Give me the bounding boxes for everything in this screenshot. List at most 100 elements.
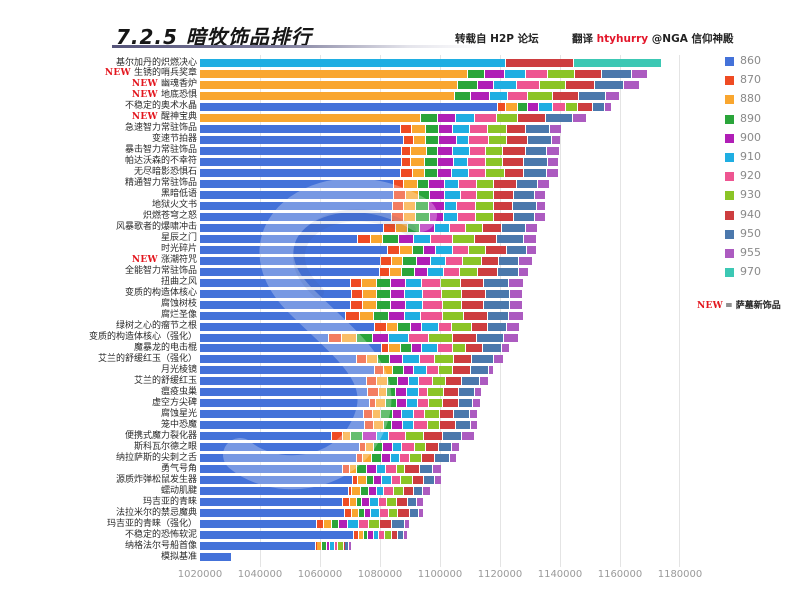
new-tag: NEW	[131, 255, 158, 266]
bar-segment-955	[518, 256, 532, 265]
bar-segment-880	[400, 245, 412, 254]
gridline	[320, 55, 321, 567]
bar-segment-910	[422, 344, 437, 353]
bar-row	[200, 69, 680, 78]
row-label-text: 腐蚀星光	[160, 408, 197, 419]
row-label: 艾兰的舒缓红玉	[134, 376, 197, 387]
bar-row	[200, 542, 680, 551]
bar-segment-880	[404, 179, 418, 188]
bar-segment-880	[404, 212, 415, 221]
bar-segment-880	[389, 344, 400, 353]
bar-segment-920	[401, 443, 415, 452]
bar-segment-930	[452, 234, 475, 243]
bar-segment-910	[457, 135, 469, 144]
bar-segment-860	[200, 344, 382, 353]
bar-segment-950	[470, 366, 488, 375]
bar-segment-940	[443, 388, 458, 397]
bar-segment-900	[368, 531, 373, 540]
bar-segment-890	[374, 311, 388, 320]
bar-segment-910	[406, 278, 421, 287]
row-label-text: 地底恐惧	[160, 90, 197, 101]
bar-segment-930	[485, 168, 505, 177]
bar-segment-920	[422, 300, 442, 309]
bar-segment-920	[469, 135, 488, 144]
bar-segment-870	[388, 245, 400, 254]
bar-segment-880	[359, 311, 373, 320]
plot-area	[200, 55, 680, 567]
bar-segment-870	[380, 267, 389, 276]
bar-segment-920	[470, 146, 485, 155]
bar-segment-930	[469, 245, 485, 254]
bar-segment-955	[475, 388, 481, 397]
bar-segment-900	[430, 190, 445, 199]
bar-segment-920	[392, 476, 400, 485]
bar-segment-920	[380, 509, 388, 518]
bar-segment-920	[413, 410, 424, 419]
row-label-text: 幽魂香炉	[160, 79, 197, 90]
bar-segment-940	[506, 124, 526, 133]
bar-segment-880	[359, 531, 364, 540]
gridline	[560, 55, 561, 567]
row-label: 纳拉萨斯的尖刺之舌	[116, 453, 197, 464]
bar-row	[200, 487, 680, 496]
bar-segment-880	[506, 102, 517, 111]
row-label-text: 扭曲之风	[160, 277, 197, 288]
legend-swatch	[725, 210, 734, 220]
row-label: NEW 涨潮符咒	[132, 255, 197, 266]
bar-segment-955	[506, 322, 520, 331]
bar-row	[200, 157, 680, 166]
bar-segment-900	[368, 487, 376, 496]
bar-segment-940	[424, 432, 442, 441]
bar-segment-890	[356, 333, 373, 342]
bar-segment-930	[476, 212, 493, 221]
row-label: 不稳定的恐怖软泥	[125, 530, 197, 541]
bar-row	[200, 311, 680, 320]
row-label-text: 玛吉亚的青睐	[142, 496, 197, 507]
bar-segment-860	[200, 267, 379, 276]
row-label-text: 帕达沃森的不幸符	[124, 156, 197, 167]
bar-segment-880	[362, 454, 371, 463]
bar-row	[200, 168, 680, 177]
bar-segment-880	[358, 476, 367, 485]
bar-segment-940	[505, 168, 523, 177]
row-label: 扭曲之风	[161, 277, 197, 288]
bar-segment-920	[379, 531, 385, 540]
legend-label: 955	[740, 246, 761, 259]
bar-segment-930	[485, 146, 502, 155]
bar-segment-920	[359, 520, 368, 529]
bar-segment-900	[392, 410, 401, 419]
bar-segment-920	[419, 355, 434, 364]
bar-segment-900	[437, 168, 451, 177]
bar-row	[200, 377, 680, 386]
bar-segment-950	[484, 300, 509, 309]
x-tick-label: 1020000	[177, 569, 223, 580]
row-label: 全能智力常驻饰品	[125, 266, 197, 277]
bar-segment-870	[404, 135, 413, 144]
bar-row	[200, 399, 680, 408]
bar-segment-920	[431, 234, 452, 243]
bar-segment-930	[466, 223, 482, 232]
row-label-text: 风暴歌者的爆啸冲击	[115, 222, 197, 233]
row-label-text: 模拟基准	[160, 551, 197, 562]
x-tick-label: 1100000	[417, 569, 463, 580]
bar-segment-955	[502, 344, 509, 353]
bar-segment-920	[421, 311, 442, 320]
bar-segment-920	[452, 245, 469, 254]
bar-segment-920	[443, 267, 460, 276]
bar-segment-890	[518, 102, 527, 111]
bar-row	[200, 289, 680, 298]
bar-segment-940	[494, 190, 514, 199]
bar-segment-950	[458, 399, 472, 408]
bar-segment-880	[371, 234, 382, 243]
bar-segment-880	[373, 410, 380, 419]
row-label: 时光碎片	[161, 244, 197, 255]
row-label: 绿树之心的瘤节之根	[116, 321, 197, 332]
bar-segment-900	[470, 91, 490, 100]
row-label-text: 地狱火文书	[151, 200, 197, 211]
bar-segment-860	[200, 454, 356, 463]
bar-row	[200, 421, 680, 430]
bar-segment-900	[430, 212, 443, 221]
bar-segment-950	[524, 168, 547, 177]
row-label-text: 艾兰的舒缓红玉	[133, 375, 197, 386]
bar-row	[200, 344, 680, 353]
